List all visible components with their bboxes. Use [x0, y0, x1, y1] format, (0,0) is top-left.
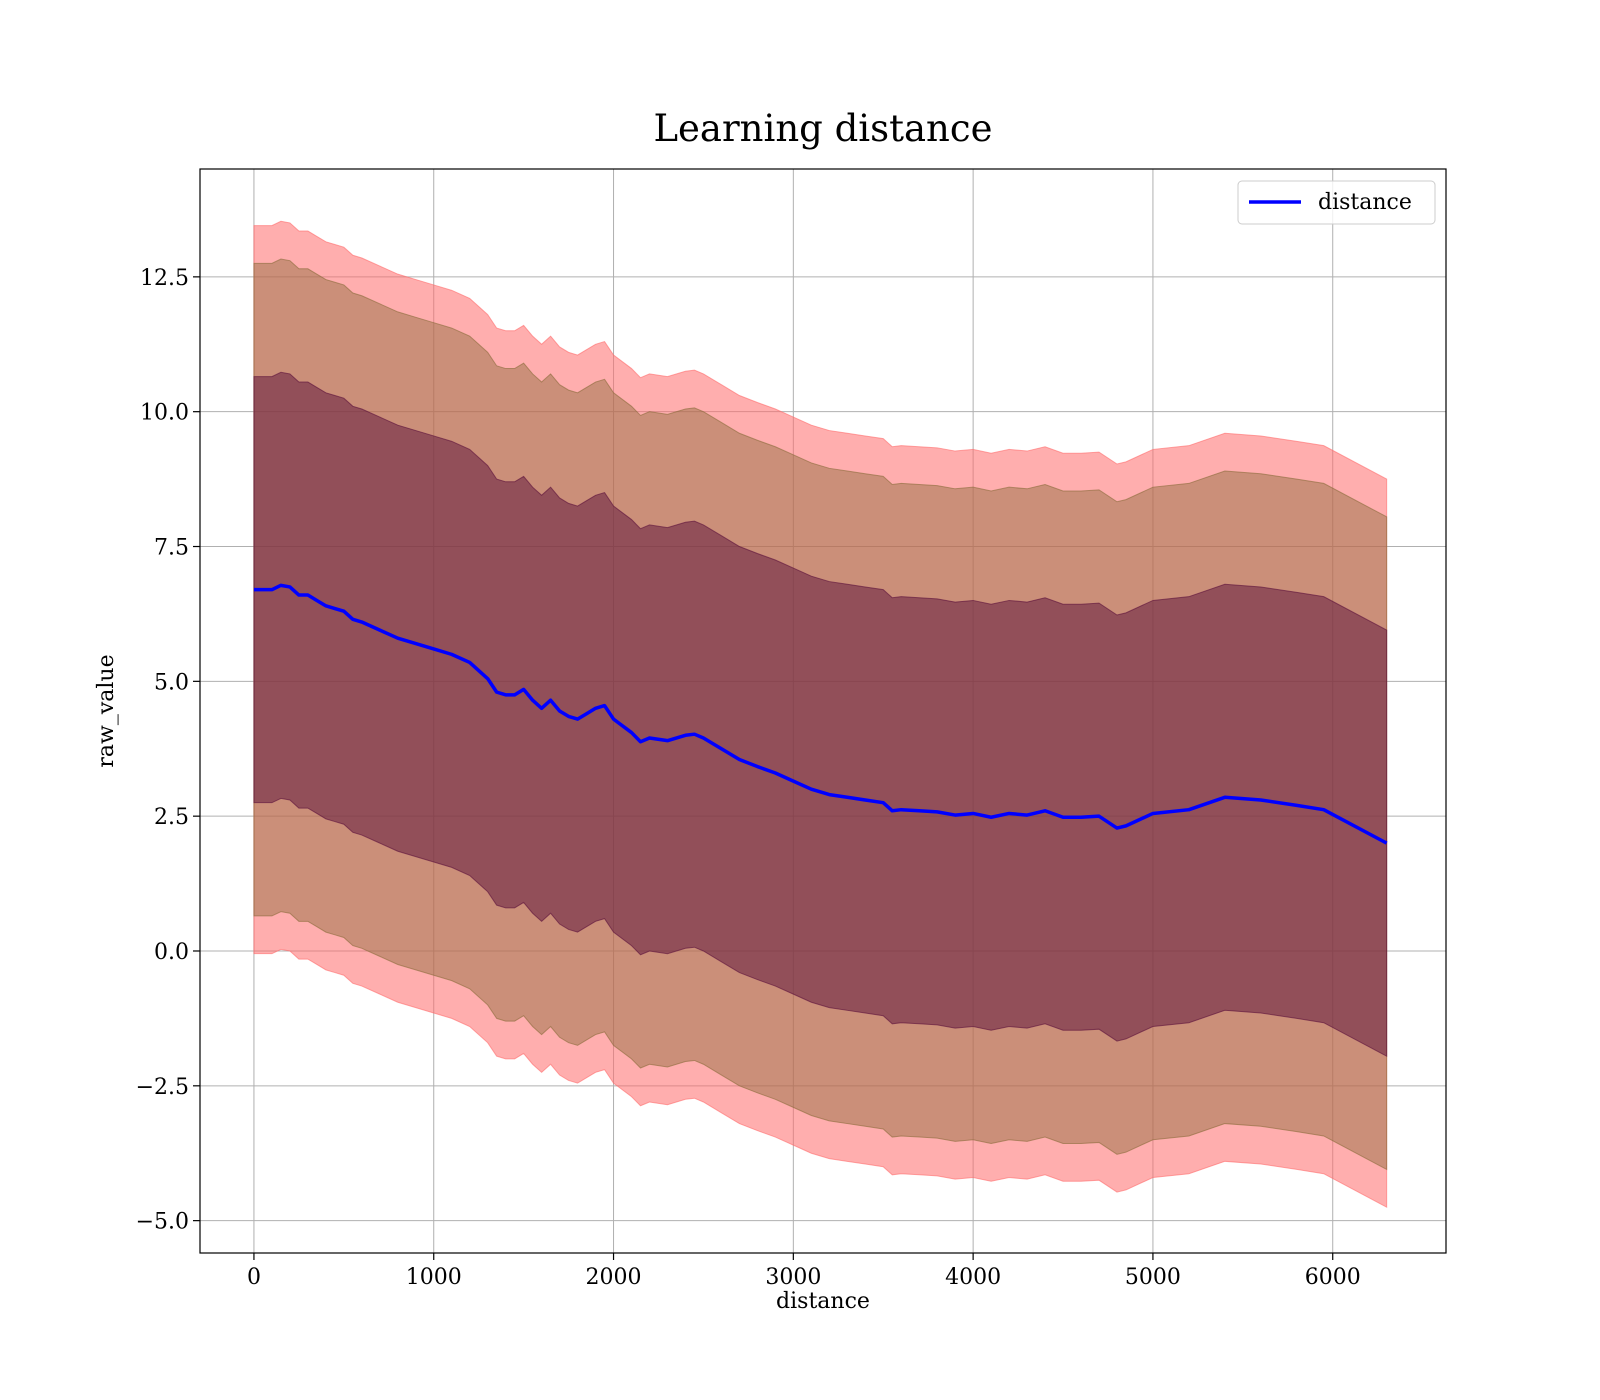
series-line-distance: [253, 583, 1388, 845]
y-tick-label: 2.5: [154, 805, 189, 830]
plot-frame: [199, 168, 1447, 1254]
legend: distance: [1237, 180, 1436, 225]
x-tick-label: 4000: [945, 1265, 1001, 1290]
y-axis-label: raw_value: [94, 654, 119, 767]
x-axis-label: distance: [776, 1289, 870, 1314]
chart-title: Learning distance: [653, 107, 992, 150]
y-tick-label: −5.0: [136, 1210, 189, 1235]
x-tick-label: 6000: [1305, 1265, 1361, 1290]
x-tick-label: 1000: [406, 1265, 462, 1290]
legend-box: [1237, 180, 1436, 225]
x-tick-label: 3000: [765, 1265, 821, 1290]
axis-ticks: 0 1000 2000 3000 4000 5000 6000 −5.0 −2.5 0.0 2.5 5…: [136, 266, 1361, 1290]
y-tick-label: 12.5: [140, 266, 189, 291]
y-tick-label: 7.5: [154, 536, 189, 561]
legend-label-distance: distance: [1318, 190, 1412, 215]
y-tick-label: 5.0: [154, 670, 189, 695]
y-tick-label: −2.5: [136, 1075, 189, 1100]
y-tick-label: 0.0: [154, 940, 189, 965]
y-tick-label: 10.0: [140, 401, 189, 426]
x-tick-label: 0: [247, 1265, 261, 1290]
confidence-bands: [253, 220, 1388, 1208]
x-tick-label: 5000: [1125, 1265, 1181, 1290]
series-lines: [253, 583, 1388, 845]
x-tick-label: 2000: [586, 1265, 642, 1290]
band-inner: [253, 371, 1388, 1057]
